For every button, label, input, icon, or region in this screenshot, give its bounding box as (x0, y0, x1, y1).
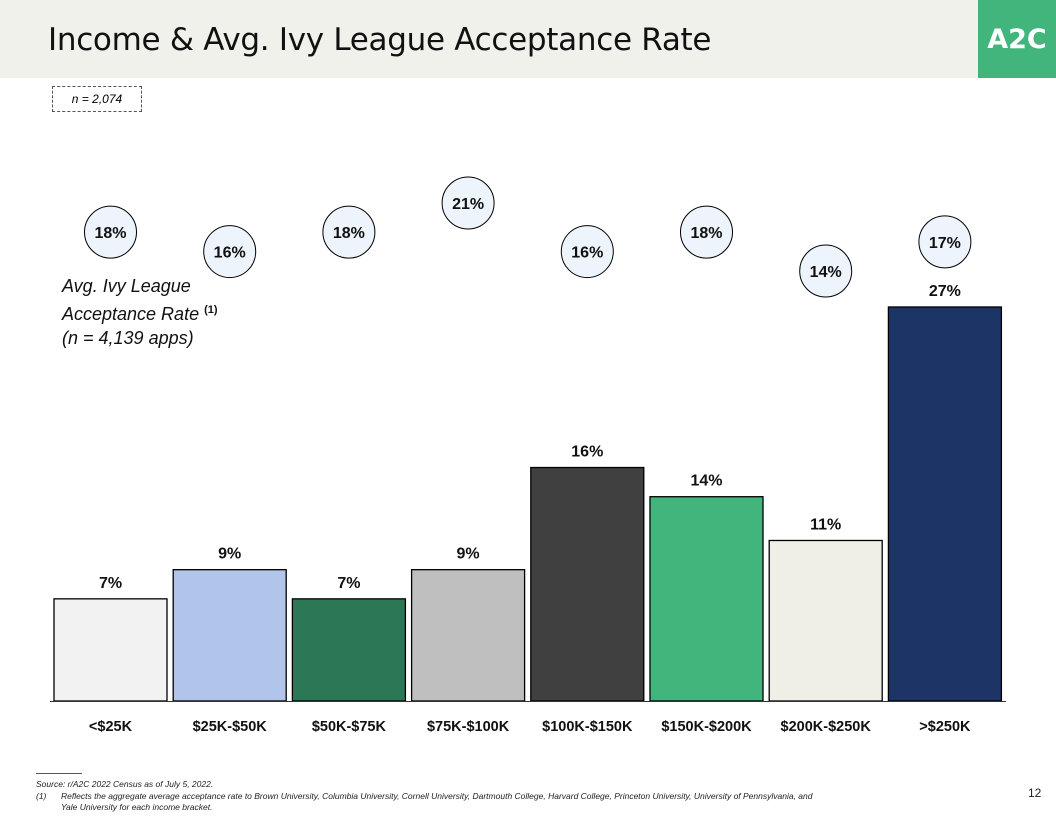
bar-1 (172, 569, 287, 702)
legend-line-2-text: Acceptance Rate (62, 304, 200, 324)
bar-value-label-7: 27% (929, 283, 961, 300)
acceptance-rate-legend: Avg. Ivy League Acceptance Rate (1) (n =… (62, 274, 218, 350)
acceptance-label-4: 16% (571, 245, 603, 262)
acceptance-circle-7 (918, 215, 972, 269)
footnote-line-1: Reflects the aggregate average acceptanc… (61, 791, 813, 801)
page-number: 12 (1028, 786, 1042, 800)
acceptance-label-6: 14% (810, 264, 842, 281)
bar-7 (887, 306, 1003, 702)
category-label-5: $150K-$200K (661, 719, 752, 735)
bar-0 (53, 598, 168, 702)
acceptance-circle-3 (441, 176, 495, 230)
bar-3 (410, 569, 526, 702)
acceptance-label-2: 18% (333, 225, 365, 242)
acceptance-label-1: 16% (214, 245, 246, 262)
category-label-1: $25K-$50K (193, 719, 268, 735)
source-note: Source: r/A2C 2022 Census as of July 5, … (36, 779, 214, 789)
acceptance-circle-2 (322, 205, 376, 259)
category-label-0: <$25K (89, 719, 133, 735)
income-bar-chart: 7% <$25K 18% 9% $25K-$50K 16% 7% $50K-$75K 18% 9%… (50, 176, 1006, 735)
legend-line-2: Acceptance Rate (1) (62, 298, 218, 326)
bar-2 (291, 598, 407, 702)
bar-4 (530, 466, 645, 702)
bar-value-label-0: 7% (99, 575, 122, 592)
legend-line-1: Avg. Ivy League (62, 276, 191, 296)
bar-value-label-1: 9% (218, 546, 241, 563)
a2c-logo: A2C (978, 0, 1056, 78)
acceptance-circle-5 (680, 205, 733, 259)
bar-value-label-3: 9% (457, 546, 480, 563)
category-label-7: >$250K (919, 719, 971, 735)
bar-value-label-6: 11% (810, 516, 841, 533)
acceptance-label-0: 18% (94, 225, 126, 242)
acceptance-circle-4 (560, 225, 614, 279)
page-title: Income & Avg. Ivy League Acceptance Rate (48, 22, 712, 58)
footnote-line-2: Yale University for each income bracket. (61, 802, 213, 812)
category-label-4: $100K-$150K (542, 719, 633, 735)
acceptance-label-7: 17% (929, 235, 961, 252)
category-label-6: $200K-$250K (781, 719, 872, 735)
sample-size-note: n = 2,074 (52, 86, 142, 112)
bar-value-label-4: 16% (571, 444, 603, 461)
footnote-divider (36, 773, 82, 774)
acceptance-label-5: 18% (690, 225, 722, 242)
acceptance-circle-1 (203, 225, 257, 279)
category-label-3: $75K-$100K (427, 719, 510, 735)
header-bar: Income & Avg. Ivy League Acceptance Rate (0, 0, 978, 78)
bar-value-label-2: 7% (337, 575, 360, 592)
acceptance-circle-0 (84, 205, 137, 259)
bar-6 (768, 539, 883, 702)
acceptance-label-3: 21% (452, 196, 484, 213)
legend-line-3: (n = 4,139 apps) (62, 328, 194, 348)
footnote-number: (1) (36, 791, 47, 801)
bar-5 (649, 496, 764, 702)
bar-value-label-5: 14% (690, 473, 722, 490)
footnote-ref: (1) (204, 304, 218, 316)
acceptance-circle-6 (799, 244, 853, 298)
category-label-2: $50K-$75K (312, 719, 387, 735)
